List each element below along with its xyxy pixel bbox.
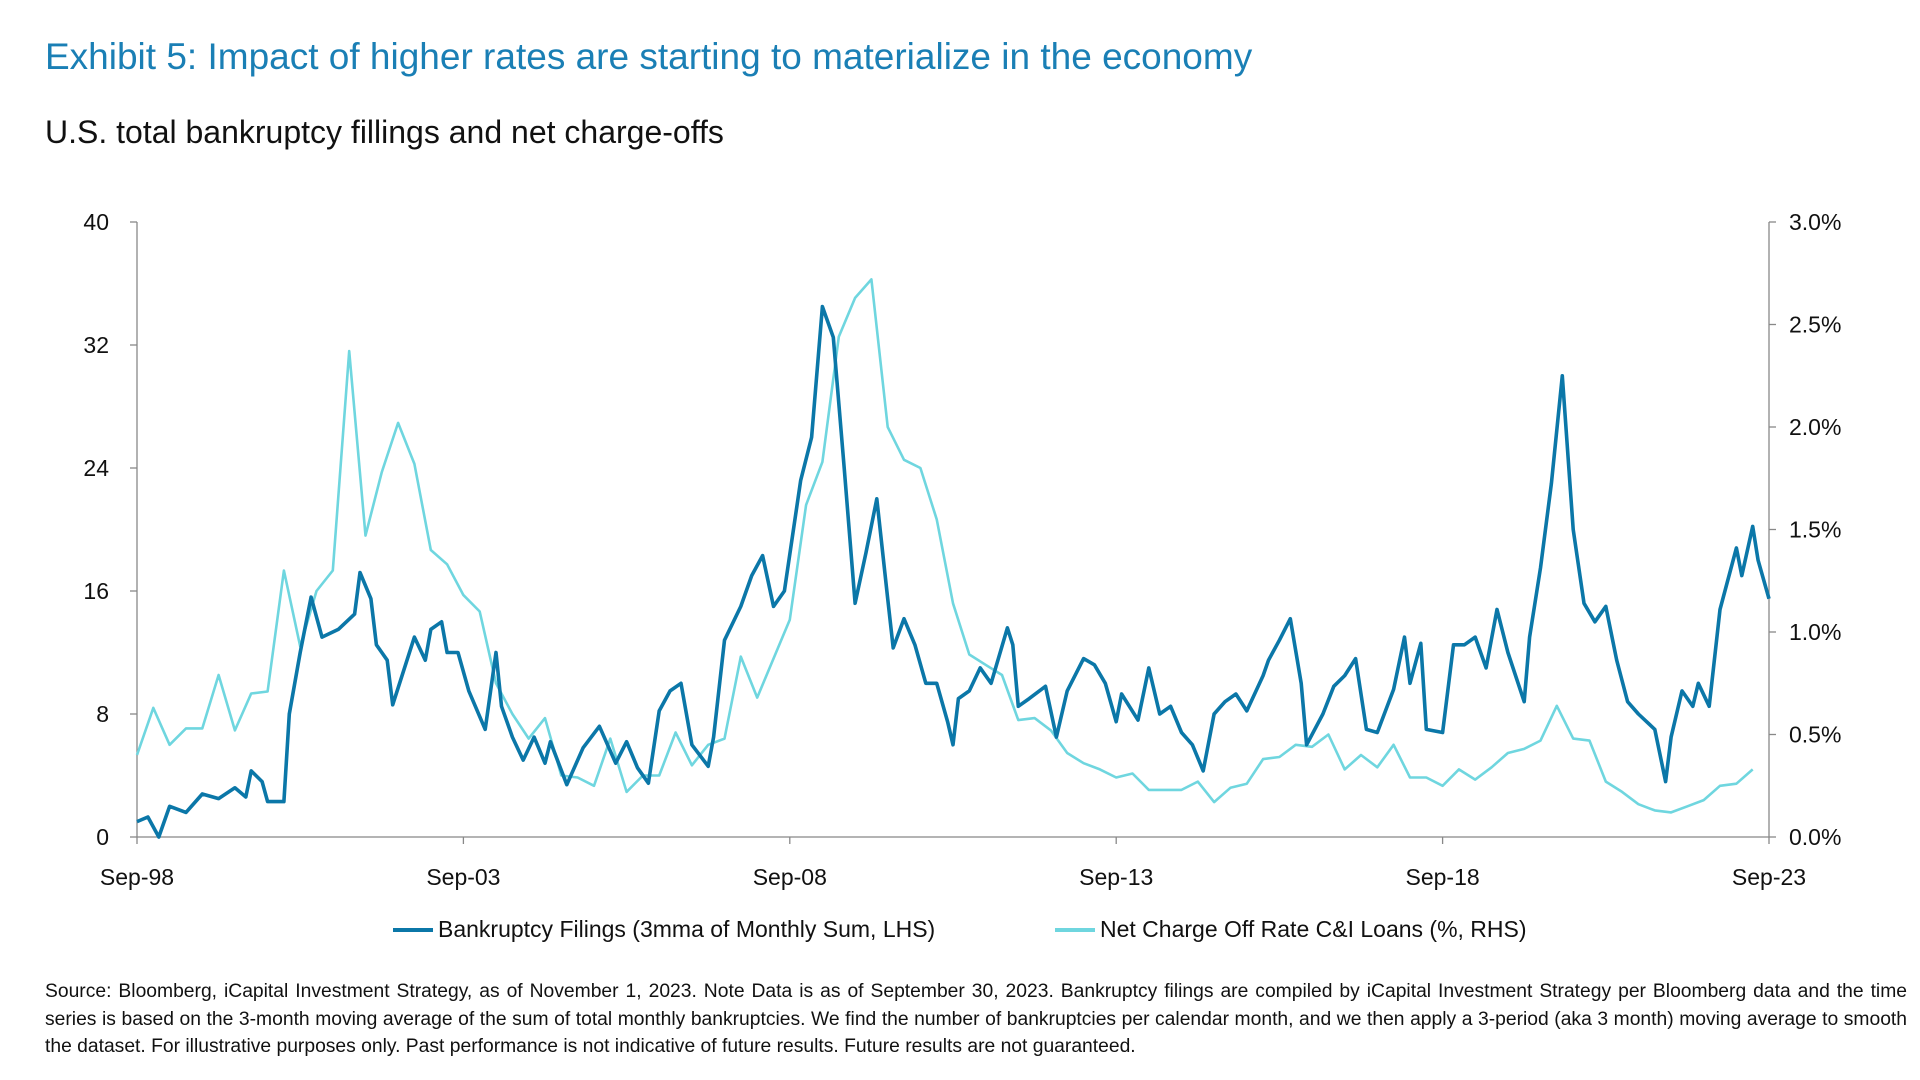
right-axis-tick-label: 3.0% (1789, 209, 1841, 235)
left-axis-tick-label: 8 (96, 701, 109, 727)
chart-title: Exhibit 5: Impact of higher rates are st… (45, 36, 1253, 77)
series-line-net-charge-off (135, 278, 1754, 814)
legend-item-nco: Net Charge Off Rate C&I Loans (%, RHS) (1055, 916, 1527, 943)
x-axis-tick-label: Sep-98 (100, 864, 174, 890)
legend-item-bankruptcy: Bankruptcy Filings (3mma of Monthly Sum,… (393, 916, 935, 943)
series-line-bankruptcy-filings (136, 304, 1771, 839)
right-axis-tick-label: 2.0% (1789, 414, 1841, 440)
legend-swatch-nco (1055, 927, 1095, 932)
x-axis-tick-label: Sep-18 (1406, 864, 1480, 890)
right-axis-tick-label: 0.5% (1789, 722, 1841, 748)
legend-label-nco: Net Charge Off Rate C&I Loans (%, RHS) (1100, 916, 1527, 942)
chart-subtitle: U.S. total bankruptcy fillings and net c… (45, 114, 724, 150)
x-axis-tick-label: Sep-08 (753, 864, 827, 890)
right-axis-tick-label: 2.5% (1789, 312, 1841, 338)
left-axis-tick-label: 24 (83, 455, 109, 481)
line-chart: 0 8 16 24 32 40 0.0% 0.5% 1.0% 1.5% 2.0% 2.5% 3.0% Se… (83, 209, 1841, 890)
right-axis-tick-label: 0.0% (1789, 824, 1841, 850)
left-axis-tick-label: 40 (83, 209, 109, 235)
right-axis-tick-label: 1.5% (1789, 517, 1841, 543)
legend-label-bankruptcy: Bankruptcy Filings (3mma of Monthly Sum,… (438, 916, 936, 942)
x-axis-tick-label: Sep-13 (1079, 864, 1153, 890)
right-axis-tick-label: 1.0% (1789, 619, 1841, 645)
left-axis-tick-label: 16 (83, 578, 109, 604)
left-axis-tick-label: 32 (83, 332, 109, 358)
left-axis-tick-label: 0 (96, 824, 109, 850)
legend-swatch-bankruptcy (393, 927, 433, 932)
x-axis-tick-label: Sep-23 (1732, 864, 1806, 890)
source-footnote: Source: Bloomberg, iCapital Investment S… (45, 981, 1907, 1057)
x-axis-tick-label: Sep-03 (426, 864, 500, 890)
